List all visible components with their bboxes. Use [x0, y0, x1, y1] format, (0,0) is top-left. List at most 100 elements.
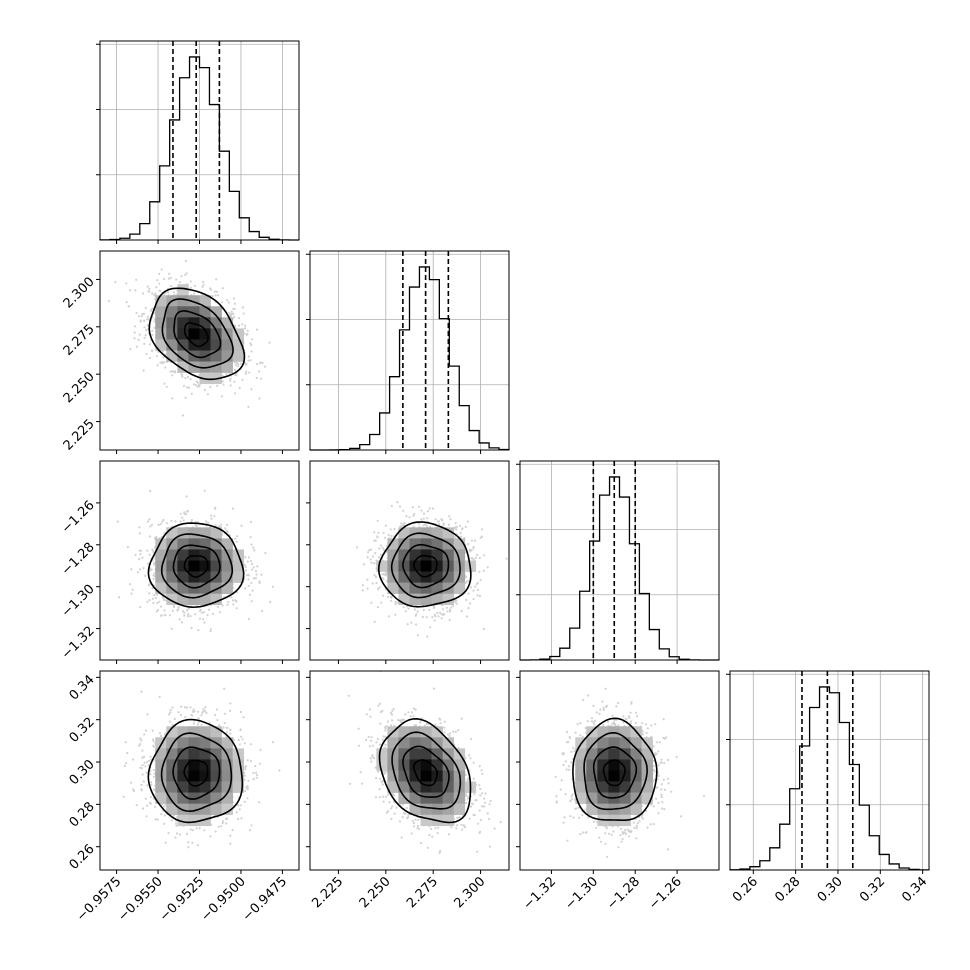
contour-line-2 — [160, 533, 234, 599]
density-cell — [199, 538, 211, 550]
density-cell — [376, 748, 388, 760]
x-tick-label: 0.28 — [772, 874, 803, 905]
density-cell — [409, 737, 421, 749]
y-tick-label: 0.28 — [67, 799, 98, 830]
density-cell — [597, 759, 609, 771]
density-cell — [586, 781, 598, 793]
density-cell — [166, 317, 178, 329]
contour-line-3 — [377, 521, 472, 608]
density-cell — [210, 350, 222, 362]
density-cell — [177, 792, 189, 804]
y-tick-label: 2.225 — [61, 417, 98, 454]
density-cell — [409, 748, 421, 760]
x-tick-label: 0.26 — [730, 874, 761, 905]
density-cell — [431, 759, 443, 771]
density-cell — [177, 582, 189, 594]
density-cell — [221, 339, 233, 351]
density-cell — [199, 339, 211, 351]
density-cell — [398, 770, 410, 782]
x-tick-label: 2.250 — [357, 874, 394, 911]
density-cell — [221, 582, 233, 594]
panel-frame — [99, 40, 300, 241]
density-cell — [232, 328, 245, 340]
x-tick-label: 0.30 — [815, 874, 846, 905]
panel-frame — [519, 670, 720, 871]
density-cell — [177, 317, 189, 329]
density-cell — [387, 737, 399, 749]
density-cell — [619, 770, 631, 782]
density-cell — [409, 538, 421, 550]
panel-2-1 — [306, 460, 510, 664]
density-cell — [210, 759, 222, 771]
density-cell — [453, 549, 466, 561]
density-cell — [199, 295, 211, 307]
density-cell — [442, 593, 455, 606]
density-cell — [608, 748, 620, 760]
density-cell — [387, 549, 399, 561]
contour-line-0 — [602, 759, 626, 787]
density-cell — [177, 759, 189, 771]
panel-3-2 — [516, 670, 720, 874]
x-tick-label: −1.28 — [604, 874, 643, 913]
density-cell — [177, 538, 189, 550]
panel-frame — [519, 460, 720, 661]
density-cell — [232, 350, 245, 362]
density-cell — [221, 759, 233, 771]
density-cell — [619, 748, 631, 760]
density-cell — [608, 759, 620, 771]
density-cell — [586, 737, 598, 749]
density-cell — [442, 814, 455, 827]
density-cell — [155, 549, 167, 561]
density-cell — [166, 306, 178, 318]
density-cell — [232, 781, 245, 793]
density-cell — [166, 781, 178, 793]
density-cell — [155, 792, 167, 804]
density-cell — [199, 770, 211, 782]
density-cell — [188, 814, 200, 827]
density-cell — [420, 737, 432, 749]
density-cell — [199, 317, 211, 329]
density-cell — [398, 781, 410, 793]
density-cell — [442, 571, 455, 583]
density-cell — [431, 582, 443, 594]
density-cell — [221, 737, 233, 749]
density-cell — [398, 582, 410, 594]
density-cell — [199, 560, 211, 572]
density-cell — [420, 560, 432, 572]
y-tick-label: −1.28 — [59, 540, 98, 579]
density-cell — [210, 328, 222, 340]
density-cell — [188, 593, 200, 606]
density-cell — [210, 306, 222, 318]
density-cell — [431, 726, 443, 738]
y-tick-label: 2.250 — [61, 369, 98, 406]
density-cell — [387, 538, 399, 550]
contour-line-3 — [147, 718, 244, 824]
y-tick-label: 2.275 — [61, 322, 98, 359]
density-cell — [442, 759, 455, 771]
density-cell — [166, 759, 178, 771]
density-cell — [619, 759, 631, 771]
panel-2-2 — [516, 460, 720, 664]
density-cell — [398, 759, 410, 771]
contour-line-1 — [172, 544, 221, 589]
density-cell — [166, 339, 178, 351]
density-cell — [221, 317, 233, 329]
density-cell — [221, 361, 233, 373]
density-cell — [188, 527, 200, 539]
density-cell — [155, 295, 167, 307]
panel-frame — [99, 670, 300, 871]
density-cell — [199, 737, 211, 749]
density-cell — [210, 748, 222, 760]
density-cell — [453, 792, 466, 804]
density-cell — [232, 339, 245, 351]
density-cell — [597, 792, 609, 804]
contour-line-2 — [583, 731, 648, 811]
x-tick-label: −0.9575 — [74, 874, 124, 924]
density-cell — [177, 571, 189, 583]
density-cell — [409, 792, 421, 804]
density-cell — [166, 770, 178, 782]
density-cell — [619, 726, 631, 738]
density-cell — [442, 748, 455, 760]
x-tick-label: 2.225 — [309, 874, 346, 911]
density-cell — [453, 582, 466, 594]
